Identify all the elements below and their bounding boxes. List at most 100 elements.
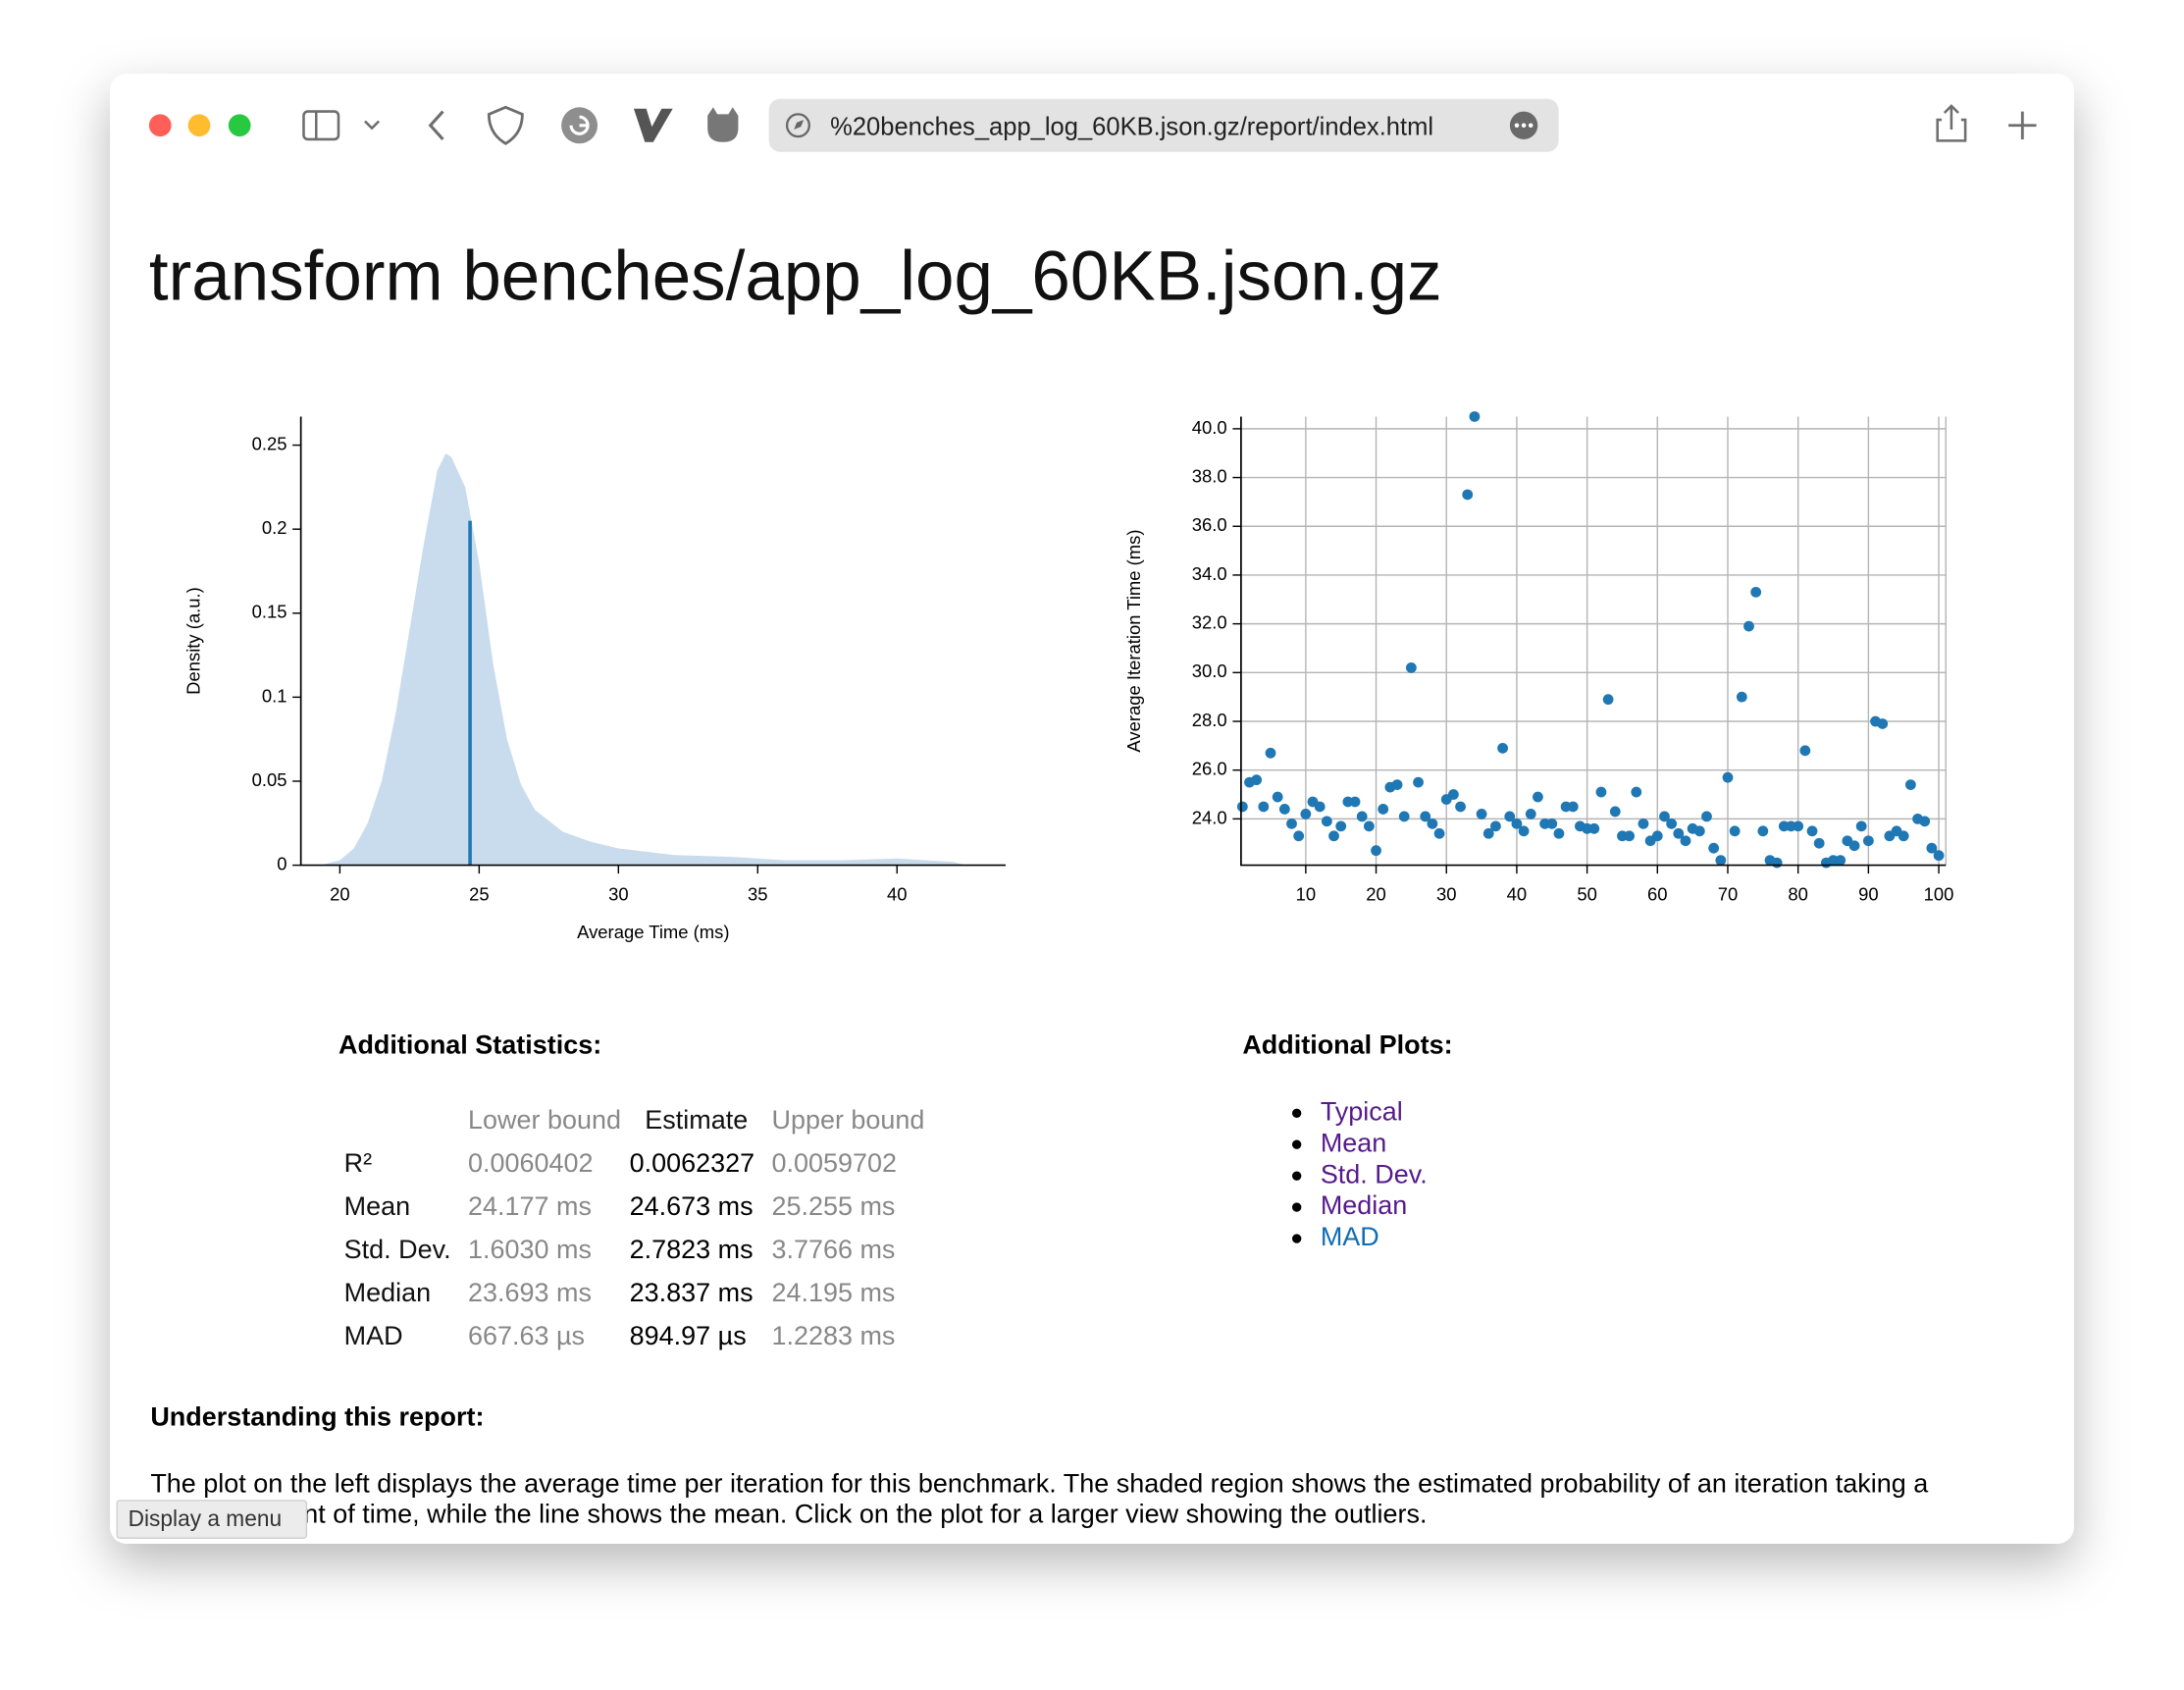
data-point: [1511, 818, 1523, 829]
vim-extension[interactable]: [633, 108, 673, 142]
data-point: [1398, 811, 1410, 822]
data-point: [1701, 811, 1712, 822]
data-point: [1926, 842, 1938, 854]
table-cell: 25.255 ms: [771, 1191, 895, 1221]
data-point: [1743, 620, 1754, 632]
y-tick-label: 40.0: [1192, 417, 1227, 438]
data-point: [1476, 809, 1487, 819]
data-point: [1757, 825, 1769, 837]
share-button[interactable]: [1936, 104, 1967, 142]
close-button[interactable]: [148, 114, 172, 137]
data-point: [1546, 818, 1558, 829]
data-point: [1722, 771, 1734, 783]
data-point: [1278, 804, 1290, 815]
data-point: [1504, 811, 1516, 822]
data-point: [1391, 779, 1403, 790]
data-point: [1371, 845, 1381, 857]
y-tick-label: 0.1: [262, 685, 287, 706]
new-tab-button[interactable]: [2008, 111, 2037, 139]
bullet: [1291, 1108, 1302, 1118]
data-point: [1525, 809, 1536, 819]
data-point: [1482, 827, 1494, 839]
shield-extension[interactable]: [487, 105, 524, 145]
table-header: Lower bound: [468, 1105, 621, 1135]
data-point: [1469, 411, 1481, 422]
plots-heading: Additional Plots:: [1242, 1030, 1452, 1059]
plot-link[interactable]: Median: [1321, 1190, 1407, 1220]
understanding-heading: Understanding this report:: [150, 1401, 484, 1431]
tooltip: [116, 1500, 308, 1539]
grammar-icon: [569, 115, 590, 135]
data-point: [1855, 820, 1867, 832]
data-point: [1553, 827, 1565, 839]
data-point: [1651, 830, 1663, 842]
data-point: [1835, 855, 1846, 867]
data-point: [1433, 827, 1445, 839]
cat-extension[interactable]: [707, 107, 739, 142]
address-bar[interactable]: [768, 98, 1559, 152]
y-tick-label: 28.0: [1192, 710, 1227, 730]
minimize-button[interactable]: [187, 114, 211, 137]
data-point: [1378, 804, 1389, 815]
data-point: [1588, 822, 1600, 834]
bullet: [1291, 1234, 1302, 1243]
data-point: [1729, 825, 1741, 837]
data-point: [1659, 811, 1670, 822]
compass-icon: [785, 113, 810, 138]
page-title: transform benches/app_log_60KB.json.gz: [149, 238, 1442, 316]
data-point: [1793, 820, 1804, 832]
sidebar-button[interactable]: [302, 110, 381, 141]
x-tick-label: 40: [1507, 884, 1528, 905]
y-tick-label: 0.05: [252, 769, 287, 790]
paragraph-line: certain amount of time, while the line s…: [150, 1500, 1427, 1529]
y-tick-label: 30.0: [1192, 660, 1227, 681]
x-tick-label: 30: [608, 884, 629, 905]
row-label: MAD: [344, 1321, 403, 1350]
data-point: [1799, 745, 1811, 757]
data-point: [1286, 818, 1297, 829]
plot-link[interactable]: Std. Dev.: [1321, 1159, 1428, 1188]
data-point: [1293, 830, 1305, 842]
data-point: [1848, 840, 1860, 852]
x-tick-label: 90: [1858, 884, 1879, 905]
bullet: [1291, 1139, 1302, 1149]
table-cell: 1.2283 ms: [771, 1321, 895, 1350]
x-axis-label: Average Time (ms): [577, 922, 729, 942]
back-button[interactable]: [428, 110, 444, 141]
data-point: [1638, 818, 1649, 829]
x-tick-label: 20: [330, 884, 350, 905]
data-point: [1314, 801, 1326, 813]
table-header: Upper bound: [771, 1105, 924, 1135]
data-point: [1265, 747, 1276, 759]
table-header: Estimate: [645, 1105, 748, 1135]
plot-link[interactable]: Typical: [1321, 1096, 1403, 1126]
y-tick-label: 24.0: [1192, 807, 1227, 827]
x-tick-label: 40: [887, 884, 908, 905]
menu-dots: [1514, 123, 1534, 129]
y-tick-label: 26.0: [1192, 759, 1227, 779]
data-point: [1933, 850, 1945, 862]
data-point: [1877, 718, 1889, 729]
data-point: [1405, 661, 1417, 673]
plot-link[interactable]: MAD: [1321, 1222, 1379, 1251]
table-cell: 24.177 ms: [468, 1191, 592, 1221]
data-point: [1420, 811, 1431, 822]
x-tick-label: 70: [1718, 884, 1739, 905]
table-cell: 0.0060402: [468, 1148, 593, 1178]
table-cell: 23.837 ms: [630, 1278, 754, 1307]
compass-needle: [794, 120, 805, 131]
data-point: [1806, 825, 1818, 837]
zoom-button[interactable]: [228, 114, 251, 137]
data-point: [1862, 835, 1874, 847]
data-point: [1919, 816, 1931, 827]
y-tick-label: 0.25: [252, 433, 287, 453]
data-point: [1349, 796, 1361, 808]
data-point: [1680, 835, 1691, 847]
data-point: [1693, 825, 1705, 837]
data-point: [1567, 801, 1579, 813]
data-point: [1631, 786, 1642, 798]
table-cell: 1.6030 ms: [468, 1235, 592, 1264]
plot-link[interactable]: Mean: [1321, 1128, 1386, 1157]
data-point: [1813, 837, 1825, 849]
